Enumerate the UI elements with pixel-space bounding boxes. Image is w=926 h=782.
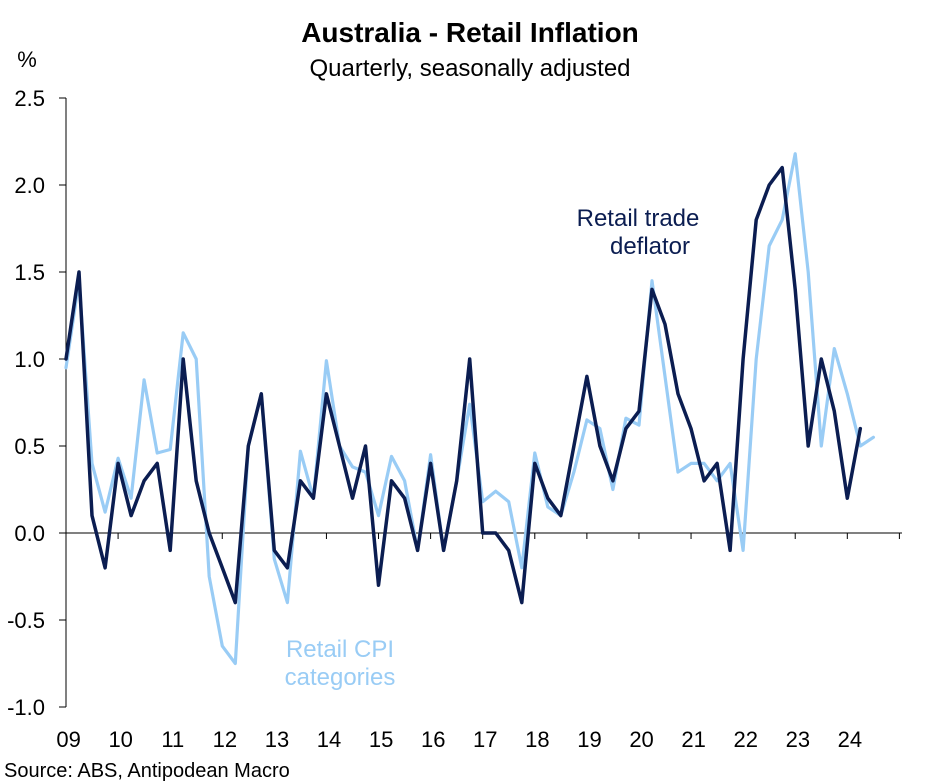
y-tick-label: 0.5 bbox=[14, 434, 45, 459]
chart-title: Australia - Retail Inflation bbox=[301, 17, 639, 48]
y-tick-label: 1.0 bbox=[14, 347, 45, 372]
x-tick-label: 24 bbox=[838, 727, 862, 752]
x-tick-label: 17 bbox=[473, 727, 497, 752]
y-tick-label: -0.5 bbox=[7, 608, 45, 633]
x-tick-label: 11 bbox=[161, 727, 184, 752]
series-lines bbox=[64, 152, 876, 666]
y-tick-label: 2.5 bbox=[14, 86, 45, 111]
y-axis: 2.5 2.0 1.5 1.0 0.5 0.0 -0.5 -1.0 bbox=[7, 86, 67, 720]
deflator-label-line-1: Retail trade bbox=[577, 205, 700, 232]
x-tick-label: 09 bbox=[56, 727, 80, 752]
x-tick-label: 13 bbox=[265, 727, 289, 752]
x-tick-label: 14 bbox=[317, 727, 341, 752]
y-axis-unit-label: % bbox=[17, 47, 37, 72]
deflator-label-line-2: deflator bbox=[610, 233, 690, 260]
retail-cpi-categories-line bbox=[64, 152, 876, 666]
x-tick-label: 23 bbox=[786, 727, 810, 752]
y-tick-label: -1.0 bbox=[7, 695, 45, 720]
source-note: Source: ABS, Antipodean Macro bbox=[4, 760, 290, 782]
chart-subtitle: Quarterly, seasonally adjusted bbox=[309, 55, 630, 82]
x-tick-label: 15 bbox=[369, 727, 393, 752]
y-tick-label: 1.5 bbox=[14, 260, 45, 285]
x-tick-label: 10 bbox=[108, 727, 132, 752]
x-tick-label: 16 bbox=[421, 727, 445, 752]
x-tick-label: 12 bbox=[213, 727, 237, 752]
x-axis: 09 10 11 12 13 14 15 16 17 18 19 20 21 22 23 24 bbox=[56, 532, 902, 752]
x-tick-label: 22 bbox=[733, 727, 757, 752]
cpi-label-line-2: categories bbox=[285, 664, 396, 691]
retail-trade-deflator-line bbox=[64, 165, 863, 605]
cpi-label-line-1: Retail CPI bbox=[286, 636, 394, 663]
x-tick-label: 21 bbox=[681, 727, 705, 752]
x-tick-label: 18 bbox=[525, 727, 549, 752]
x-tick-label: 19 bbox=[577, 727, 601, 752]
x-tick-label: 20 bbox=[629, 727, 653, 752]
y-tick-label: 2.0 bbox=[14, 173, 45, 198]
y-tick-label: 0.0 bbox=[14, 521, 45, 546]
